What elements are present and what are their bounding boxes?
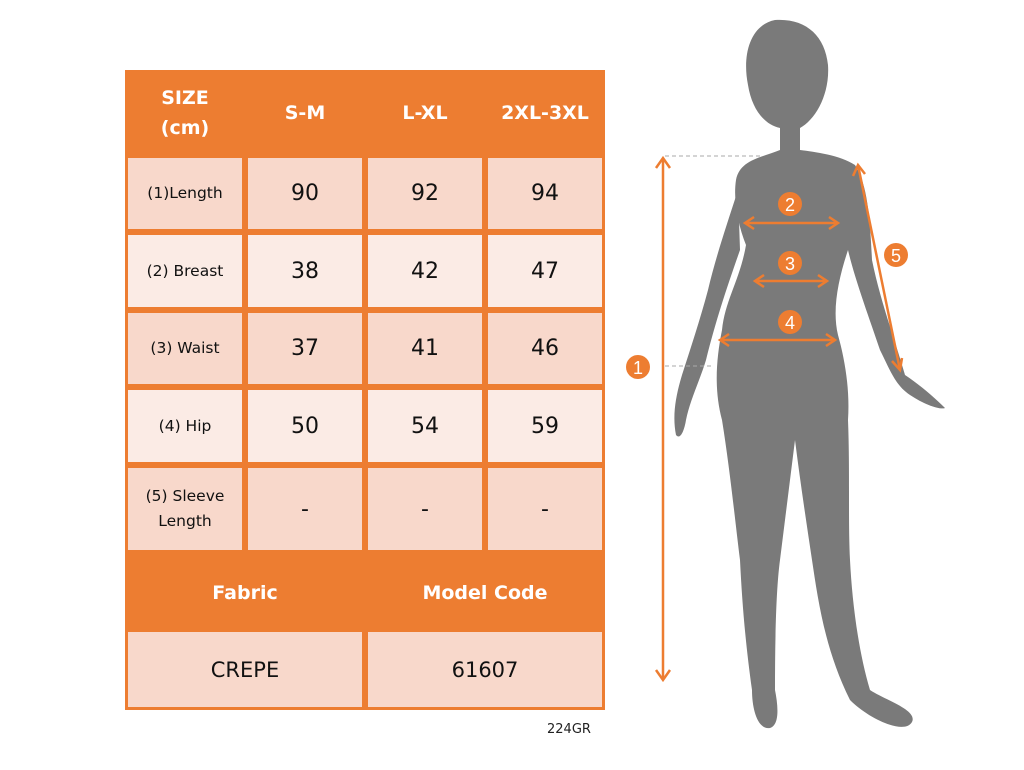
marker-1: 1 <box>633 358 643 378</box>
size-value: 90 <box>248 158 362 229</box>
size-value: 41 <box>368 313 482 384</box>
size-value: - <box>488 468 602 550</box>
size-value: 37 <box>248 313 362 384</box>
size-value: 54 <box>368 390 482 462</box>
size-value: 42 <box>368 235 482 307</box>
size-table: SIZE (cm) S-M L-XL 2XL-3XL (1)Length 90 92… <box>125 70 605 710</box>
measure-arrows <box>654 155 904 683</box>
marker-badges: 1 2 3 4 5 <box>626 192 908 379</box>
size-value: 94 <box>488 158 602 229</box>
header-l-xl: L-XL <box>402 101 448 124</box>
marker-2: 2 <box>785 195 795 215</box>
size-value: 46 <box>488 313 602 384</box>
marker-3: 3 <box>785 254 795 274</box>
marker-4: 4 <box>785 313 795 333</box>
product-code: 224GR <box>547 722 591 737</box>
row-label: (2) Breast <box>128 235 242 307</box>
row-label: (1)Length <box>128 158 242 229</box>
fabric-value: CREPE <box>128 632 362 707</box>
size-value: - <box>368 468 482 550</box>
size-value: 38 <box>248 235 362 307</box>
header-fabric: Fabric <box>212 581 278 604</box>
size-value: 92 <box>368 158 482 229</box>
row-label: (4) Hip <box>128 390 242 462</box>
header-model-code: Model Code <box>422 581 548 604</box>
model-code-value: 61607 <box>368 632 602 707</box>
size-value: 59 <box>488 390 602 462</box>
row-label: (3) Waist <box>128 313 242 384</box>
size-value: - <box>248 468 362 550</box>
silhouette <box>674 19 945 729</box>
size-value: 50 <box>248 390 362 462</box>
sleeve-arrow <box>856 164 902 371</box>
row-label: (5) Sleeve Length <box>128 468 242 550</box>
size-value: 47 <box>488 235 602 307</box>
header-s-m: S-M <box>284 101 326 124</box>
marker-5: 5 <box>891 246 901 266</box>
header-2xl-3xl: 2XL-3XL <box>501 101 589 124</box>
header-size: SIZE (cm) <box>160 86 210 139</box>
